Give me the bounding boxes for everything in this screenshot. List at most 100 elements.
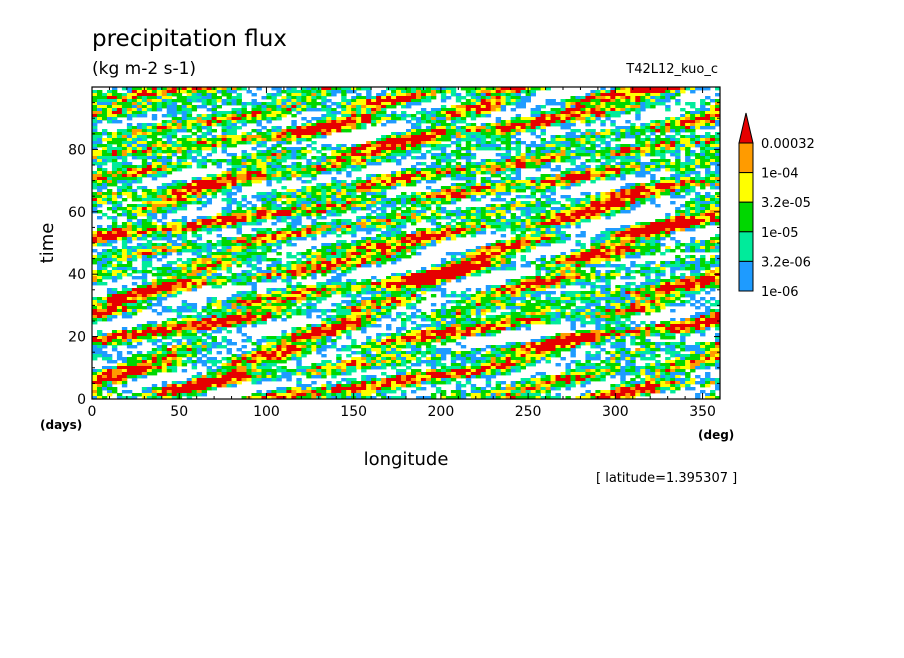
heatmap-cell: [101, 228, 108, 232]
heatmap-cell: [420, 192, 427, 196]
heatmap-cell: [391, 174, 397, 178]
heatmap-cell: [580, 234, 586, 238]
heatmap-cell: [500, 135, 507, 139]
heatmap-cell: [605, 153, 611, 157]
heatmap-cell: [146, 198, 153, 202]
heatmap-cell: [201, 144, 208, 148]
heatmap-cell: [530, 183, 536, 187]
heatmap-cell: [186, 165, 193, 169]
heatmap-cell: [685, 201, 691, 205]
heatmap-cell: [176, 192, 183, 196]
heatmap-cell: [241, 180, 247, 184]
heatmap-cell: [695, 162, 701, 166]
heatmap-cell: [266, 195, 272, 199]
heatmap-cell: [141, 123, 148, 127]
heatmap-cell: [216, 111, 222, 115]
heatmap-cell: [620, 126, 626, 130]
heatmap-cell: [106, 102, 113, 106]
heatmap-cell: [660, 237, 666, 241]
heatmap-cell: [171, 192, 178, 196]
heatmap-cell: [590, 177, 596, 181]
heatmap-cell: [226, 210, 232, 214]
heatmap-cell: [695, 171, 701, 175]
heatmap-cell: [560, 120, 566, 124]
heatmap-cell: [430, 87, 437, 91]
heatmap-cell: [191, 240, 198, 244]
heatmap-cell: [615, 243, 621, 247]
heatmap-cell: [705, 192, 711, 196]
heatmap-cell: [635, 117, 641, 121]
heatmap-cell: [216, 174, 222, 178]
heatmap-cell: [221, 150, 227, 154]
heatmap-cell: [381, 138, 387, 142]
heatmap-cell: [266, 93, 272, 97]
heatmap-cell: [116, 207, 123, 211]
heatmap-cell: [336, 120, 342, 124]
heatmap-cell: [261, 201, 267, 205]
heatmap-cell: [366, 237, 372, 241]
heatmap-cell: [475, 126, 482, 130]
heatmap-cell: [231, 111, 237, 115]
heatmap-cell: [311, 210, 317, 214]
heatmap-cell: [161, 132, 168, 136]
heatmap-cell: [181, 204, 188, 208]
heatmap-cell: [306, 174, 312, 178]
heatmap-cell: [171, 180, 178, 184]
heatmap-cell: [620, 102, 626, 106]
heatmap-cell: [705, 135, 711, 139]
heatmap-cell: [445, 159, 452, 163]
heatmap-cell: [590, 198, 596, 202]
heatmap-cell: [445, 210, 452, 214]
heatmap-cell: [296, 99, 302, 103]
heatmap-cell: [156, 207, 163, 211]
heatmap-cell: [635, 87, 641, 91]
heatmap-cell: [650, 186, 656, 190]
heatmap-cell: [590, 159, 596, 163]
heatmap-cell: [311, 186, 317, 190]
heatmap-cell: [206, 114, 213, 118]
heatmap-cell: [460, 228, 467, 232]
heatmap-cell: [136, 237, 143, 241]
heatmap-cell: [510, 90, 517, 94]
heatmap-cell: [206, 228, 213, 232]
heatmap-cell: [386, 99, 392, 103]
heatmap-cell: [111, 177, 118, 181]
heatmap-cell: [92, 240, 98, 244]
heatmap-cell: [545, 213, 551, 217]
heatmap-cell: [670, 237, 676, 241]
heatmap-cell: [331, 90, 337, 94]
heatmap-cell: [625, 168, 631, 172]
heatmap-cell: [92, 162, 98, 166]
heatmap-cell: [101, 156, 108, 160]
heatmap-cell: [495, 228, 502, 232]
heatmap-cell: [705, 201, 711, 205]
heatmap-cell: [435, 138, 442, 142]
heatmap-cell: [420, 168, 427, 172]
heatmap-cell: [161, 189, 168, 193]
heatmap-cell: [121, 87, 128, 91]
heatmap-cell: [176, 120, 183, 124]
heatmap-cell: [690, 198, 696, 202]
heatmap-cell: [650, 237, 656, 241]
heatmap-cell: [141, 162, 148, 166]
heatmap-cell: [341, 210, 347, 214]
heatmap-cell: [336, 156, 342, 160]
heatmap-cell: [605, 171, 611, 175]
heatmap-cell: [635, 165, 641, 169]
heatmap-cell: [700, 207, 706, 211]
heatmap-cell: [131, 237, 138, 241]
heatmap-cell: [256, 210, 262, 214]
heatmap-cell: [560, 126, 566, 130]
heatmap-cell: [221, 99, 227, 103]
heatmap-cell: [695, 180, 701, 184]
heatmap-cell: [211, 117, 217, 121]
heatmap-cell: [455, 117, 462, 121]
heatmap-cell: [276, 153, 282, 157]
heatmap-cell: [555, 219, 561, 223]
heatmap-cell: [396, 237, 402, 241]
heatmap-cell: [510, 93, 517, 97]
heatmap-cell: [226, 159, 232, 163]
heatmap-cell: [196, 195, 203, 199]
heatmap-cell: [645, 186, 651, 190]
heatmap-cell: [480, 180, 487, 184]
